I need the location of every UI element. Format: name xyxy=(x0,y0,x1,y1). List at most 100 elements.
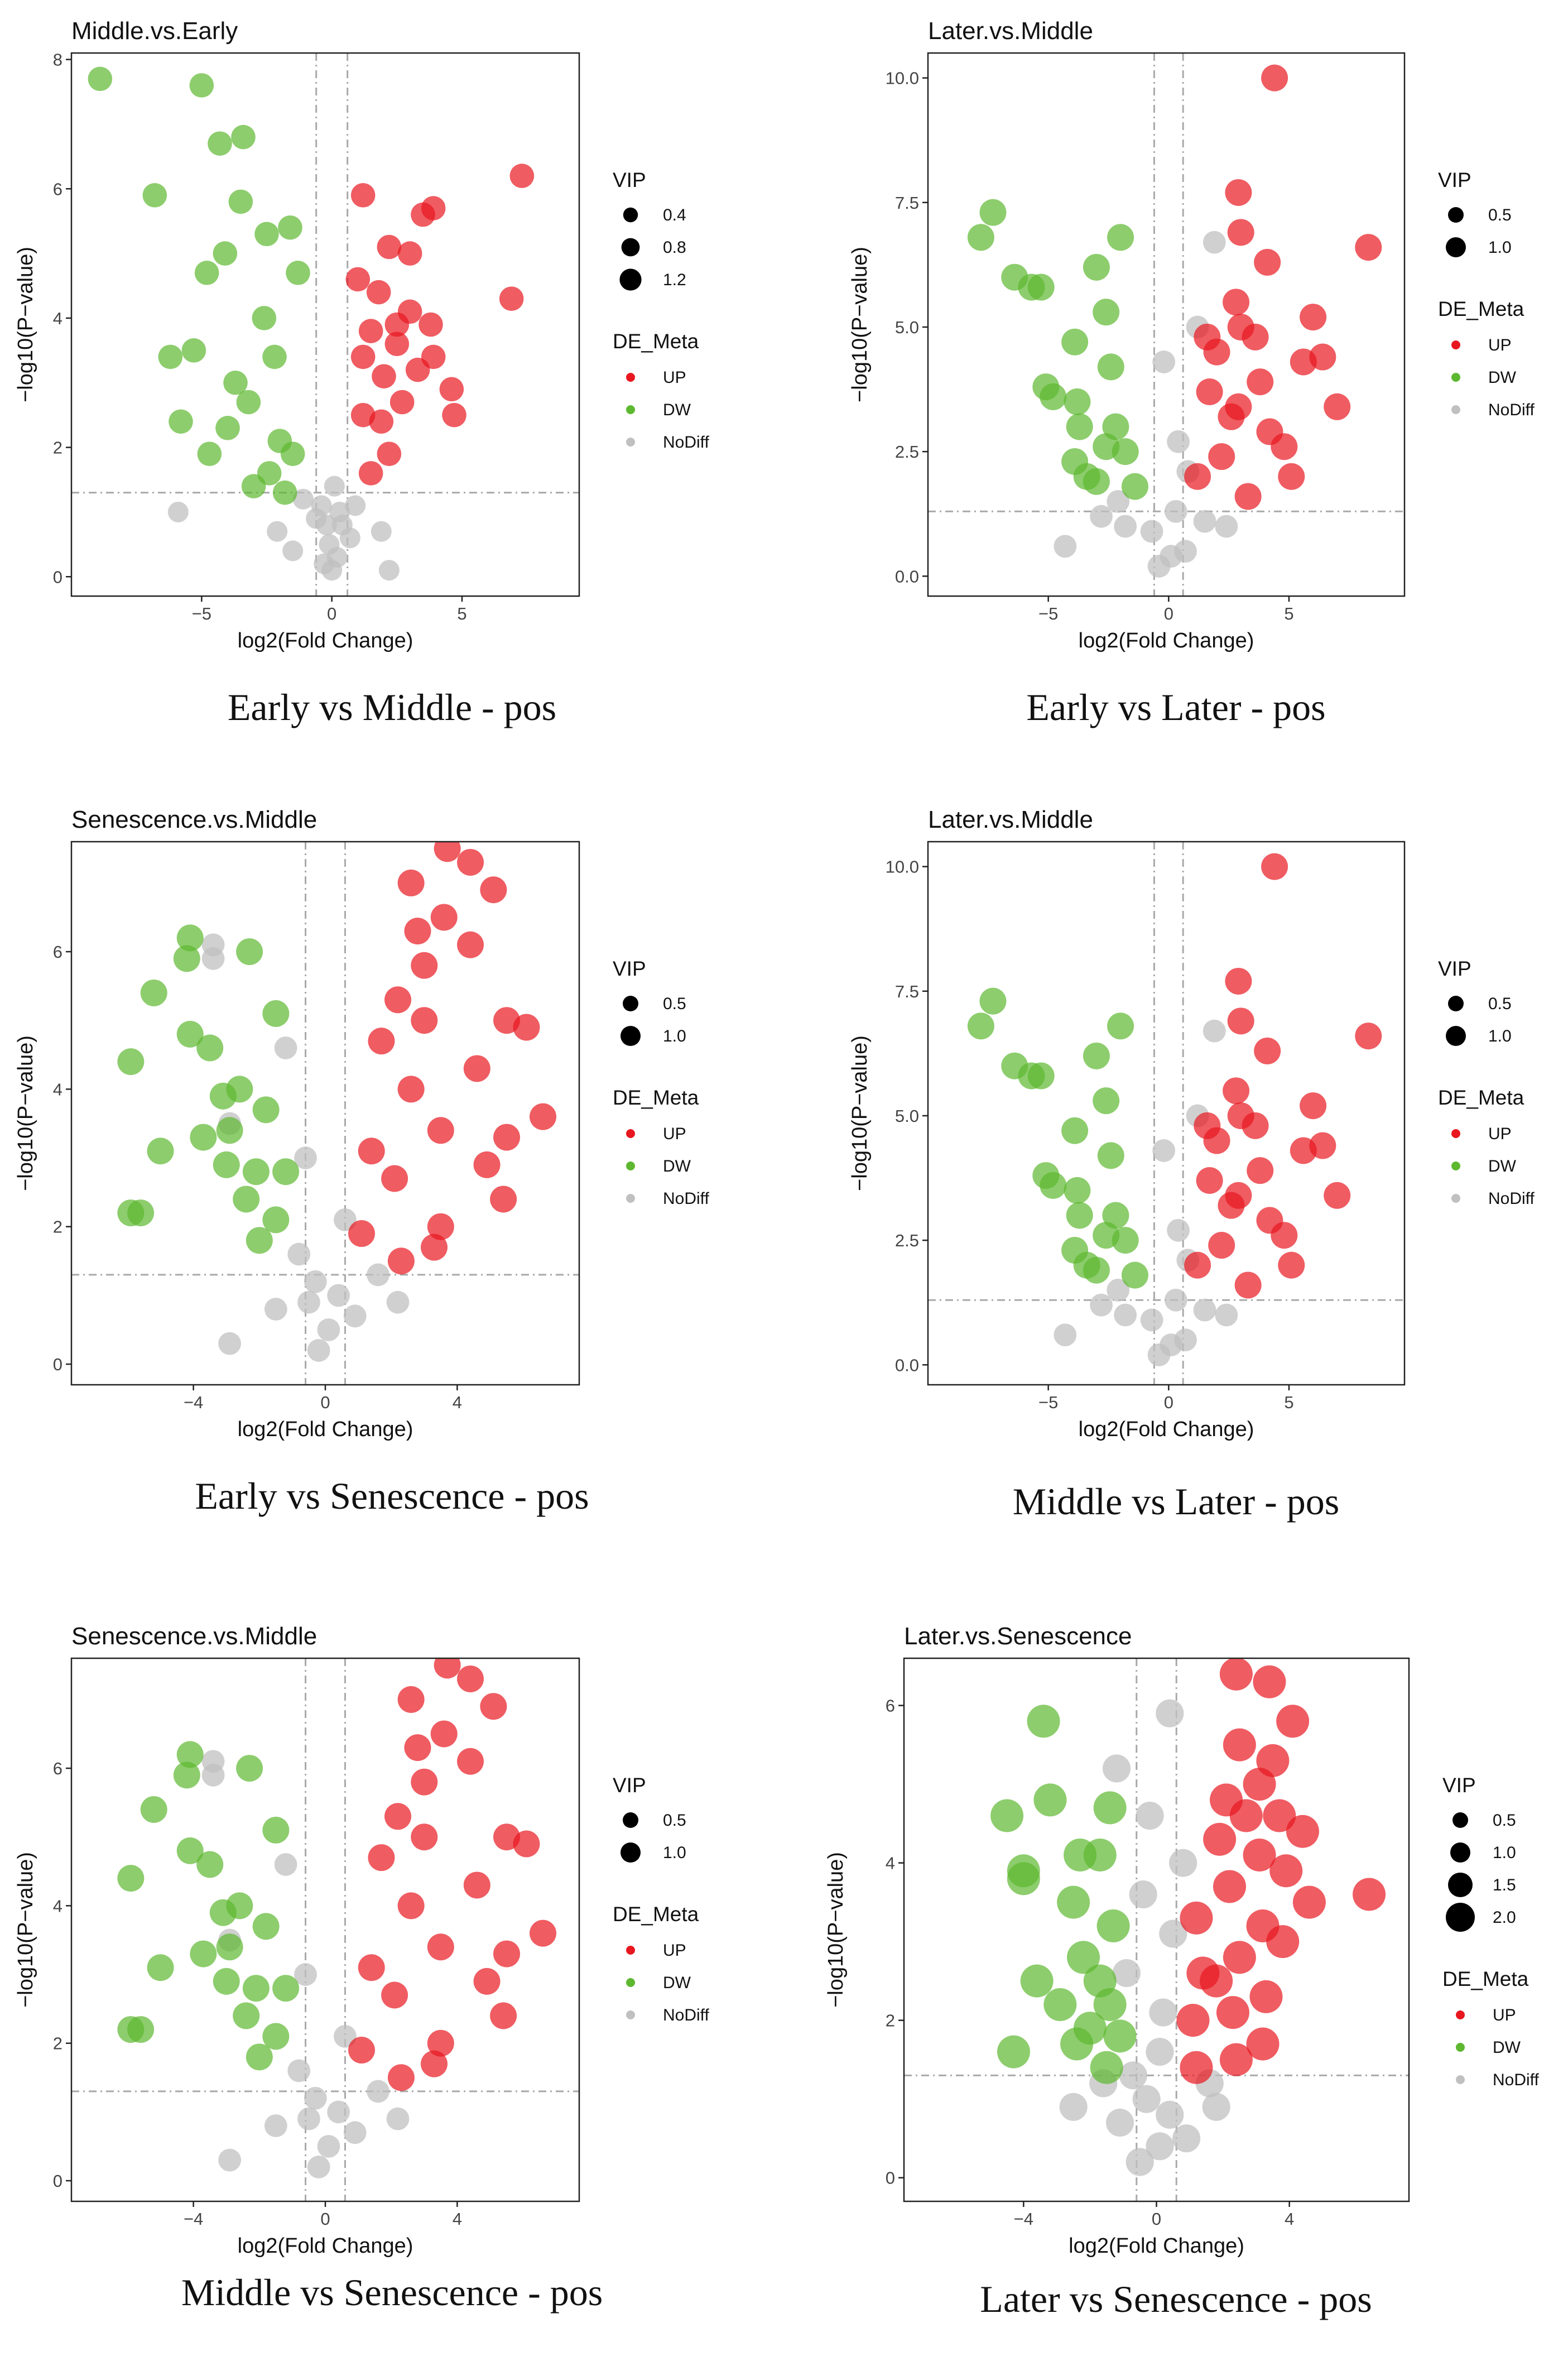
legend-group-label: DW xyxy=(1493,2038,1521,2057)
point-dw xyxy=(280,441,305,466)
point-up xyxy=(473,1151,501,1178)
x-axis-label: log2(Fold Change) xyxy=(1079,1418,1254,1441)
point-nodiff xyxy=(1146,2037,1174,2066)
point-nodiff xyxy=(1152,1139,1176,1162)
point-up xyxy=(421,1234,448,1261)
x-tick-label: −5 xyxy=(1038,1393,1058,1412)
point-up xyxy=(490,1186,517,1213)
point-dw xyxy=(231,124,256,150)
point-dw xyxy=(233,1186,260,1213)
point-up xyxy=(397,869,425,896)
point-dw xyxy=(1097,353,1124,381)
point-dw xyxy=(1083,1042,1110,1069)
point-up xyxy=(404,918,431,945)
point-up xyxy=(411,1823,438,1851)
point-up xyxy=(350,183,376,208)
point-dw xyxy=(252,1913,280,1940)
point-up xyxy=(509,164,535,188)
x-tick-label: 5 xyxy=(457,604,466,623)
point-up xyxy=(490,2002,517,2029)
x-tick-label: 0 xyxy=(1164,1393,1173,1412)
point-up xyxy=(1223,1077,1250,1105)
plot-area xyxy=(904,1658,1409,2201)
volcano-plot-6: Later.vs.Senescence −4 0 4 0 2 4 6 log2(Fold Cha… xyxy=(824,1623,1539,2258)
point-dw xyxy=(1007,1862,1040,1895)
point-up xyxy=(1253,1665,1286,1698)
legend-group-key xyxy=(1451,1129,1460,1138)
point-nodiff xyxy=(1129,1880,1157,1909)
point-dw xyxy=(979,987,1007,1015)
point-nodiff xyxy=(1140,1308,1163,1332)
point-up xyxy=(1256,1207,1283,1234)
legend-group-key xyxy=(626,405,635,414)
point-dw xyxy=(1112,1227,1139,1254)
point-dw xyxy=(1096,1909,1130,1942)
point-up xyxy=(372,364,396,388)
plot-area xyxy=(71,1658,579,2201)
point-nodiff xyxy=(1202,2093,1230,2121)
point-up xyxy=(1194,323,1221,351)
x-tick-label: −5 xyxy=(1038,604,1058,623)
y-tick-label: 0.0 xyxy=(895,567,919,586)
y-tick-label: 6 xyxy=(53,1759,62,1778)
point-nodiff xyxy=(1059,2093,1088,2121)
point-dw xyxy=(1001,263,1028,291)
x-tick-label: 0 xyxy=(1152,2209,1161,2229)
point-up xyxy=(381,1981,408,2009)
point-dw xyxy=(1093,1791,1127,1825)
point-up xyxy=(1254,1037,1281,1064)
point-up xyxy=(1247,1157,1274,1184)
x-tick-label: 5 xyxy=(1284,1393,1293,1412)
point-up xyxy=(1234,483,1262,510)
point-up xyxy=(1254,248,1281,276)
point-dw xyxy=(1040,1172,1067,1199)
y-tick-label: 0 xyxy=(886,2168,895,2188)
point-up xyxy=(384,332,410,357)
point-up xyxy=(457,1748,484,1775)
point-dw xyxy=(1027,1705,1060,1738)
x-tick-label: 4 xyxy=(1285,2209,1294,2229)
plot-frame xyxy=(927,841,1406,1386)
point-dw xyxy=(967,224,994,251)
point-up xyxy=(1256,418,1283,445)
point-dw xyxy=(236,1755,263,1782)
y-tick-label: 6 xyxy=(53,942,62,962)
point-nodiff xyxy=(201,947,225,970)
point-nodiff xyxy=(294,1146,317,1169)
point-nodiff xyxy=(1090,1293,1113,1317)
point-up xyxy=(1208,1232,1235,1259)
legend-group-label: NoDiff xyxy=(1488,401,1535,419)
point-up xyxy=(1176,2004,1210,2037)
point-up xyxy=(457,848,484,876)
point-up xyxy=(411,1007,438,1034)
point-nodiff xyxy=(1169,1849,1197,1877)
point-up xyxy=(1243,1839,1276,1872)
point-nodiff xyxy=(1167,430,1190,453)
point-up xyxy=(1234,1271,1262,1299)
point-dw xyxy=(215,416,240,440)
y-tick-label: 4 xyxy=(886,1854,895,1873)
legend-vip-key xyxy=(621,238,640,257)
legend-vip-title: VIP xyxy=(613,169,646,191)
point-up xyxy=(368,1844,395,1871)
point-nodiff xyxy=(1119,2061,1147,2090)
x-axis-label: log2(Fold Change) xyxy=(1069,2234,1244,2258)
point-dw xyxy=(213,241,238,266)
point-dw xyxy=(209,1899,237,1926)
point-dw xyxy=(262,1816,290,1844)
point-dw xyxy=(1043,1988,1077,2021)
point-up xyxy=(1353,1878,1386,1911)
chart-title: Later.vs.Senescence xyxy=(904,1623,1132,1650)
point-up xyxy=(427,1933,454,1961)
point-nodiff xyxy=(1203,231,1226,254)
panel-3: Senescence.vs.Middle −4 0 4 0 2 4 6 log2(Fold Ch… xyxy=(0,789,784,1577)
point-layer xyxy=(967,64,1382,578)
y-tick-label: 4 xyxy=(53,309,62,328)
point-up xyxy=(397,1076,425,1103)
point-nodiff xyxy=(1193,510,1216,533)
volcano-plot-2: Later.vs.Middle −5 0 5 0.0 2.5 5.0 7.5 10.0 log2(… xyxy=(848,17,1535,652)
x-tick-label: −4 xyxy=(1014,2209,1033,2229)
point-up xyxy=(434,842,461,862)
point-dw xyxy=(117,2016,145,2043)
point-dw xyxy=(1083,253,1110,281)
